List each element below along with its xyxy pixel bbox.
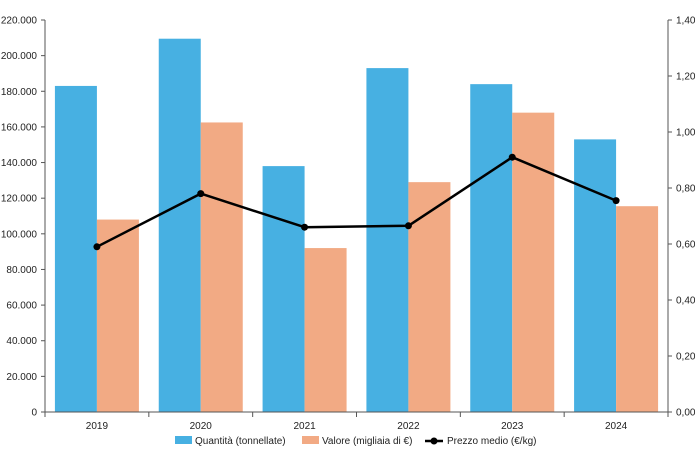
left-tick-label: 180.000 bbox=[1, 87, 38, 98]
right-tick-label: 1,00 bbox=[676, 128, 696, 139]
x-axis: 2019 2020 2021 2022 2023 2024 bbox=[44, 411, 669, 432]
left-tick-label: 40.000 bbox=[6, 336, 37, 347]
bar-valore-2022 bbox=[408, 182, 451, 412]
price-point-2024 bbox=[612, 197, 620, 205]
bar-valore-2020 bbox=[200, 122, 243, 413]
price-line bbox=[93, 153, 620, 251]
legend-label-prezzo: Prezzo medio (€/kg) bbox=[447, 436, 536, 447]
legend-marker-prezzo bbox=[430, 437, 438, 445]
price-point-2022 bbox=[404, 222, 412, 230]
left-tick-label: 0 bbox=[31, 408, 37, 419]
left-tick-label: 80.000 bbox=[6, 265, 37, 276]
left-tick-label: 160.000 bbox=[1, 122, 38, 133]
price-point-2019 bbox=[93, 243, 101, 251]
bar-quantita-2023 bbox=[470, 84, 513, 413]
bar-quantita-2024 bbox=[574, 139, 617, 412]
bar-valore-2023 bbox=[512, 112, 555, 413]
legend: Quantità (tonnellate) Valore (migliaia d… bbox=[175, 436, 536, 447]
right-tick-label: 0,60 bbox=[676, 240, 696, 251]
bar-valore-2021 bbox=[304, 248, 347, 412]
right-axis: 0,00 0,20 0,40 0,60 0,80 1,00 1,20 1,40 bbox=[667, 16, 696, 419]
right-tick-label: 0,00 bbox=[676, 408, 696, 419]
x-tick-label-2019: 2019 bbox=[86, 421, 109, 432]
right-tick-label: 0,20 bbox=[676, 352, 696, 363]
bar-quantita-2020 bbox=[158, 38, 201, 412]
left-tick-label: 120.000 bbox=[1, 194, 38, 205]
left-tick-label: 20.000 bbox=[6, 372, 37, 383]
right-tick-label: 0,40 bbox=[676, 296, 696, 307]
left-tick-label: 60.000 bbox=[6, 301, 37, 312]
left-tick-label: 200.000 bbox=[1, 51, 38, 62]
x-tick-label-2024: 2024 bbox=[605, 421, 628, 432]
price-point-2021 bbox=[301, 223, 309, 231]
x-tick-label-2023: 2023 bbox=[501, 421, 524, 432]
bar-quantita-2021 bbox=[262, 166, 305, 412]
right-tick-label: 1,40 bbox=[676, 16, 696, 27]
price-point-2020 bbox=[197, 190, 205, 198]
bars bbox=[54, 38, 659, 413]
bar-quantita-2019 bbox=[54, 85, 97, 412]
right-tick-label: 1,20 bbox=[676, 72, 696, 83]
x-tick-label-2022: 2022 bbox=[397, 421, 420, 432]
price-line-path bbox=[96, 155, 617, 248]
bar-valore-2019 bbox=[96, 219, 139, 412]
legend-label-quantita: Quantità (tonnellate) bbox=[195, 436, 286, 447]
x-tick-label-2020: 2020 bbox=[190, 421, 213, 432]
left-axis: 0 20.000 40.000 60.000 80.000 100.000 120.000 1… bbox=[1, 16, 46, 419]
left-tick-label: 220.000 bbox=[1, 16, 38, 27]
bar-valore-2024 bbox=[616, 206, 659, 412]
legend-swatch-quantita bbox=[175, 436, 192, 444]
legend-label-valore: Valore (migliaia di €) bbox=[322, 436, 412, 447]
right-tick-label: 0,80 bbox=[676, 184, 696, 195]
left-tick-label: 140.000 bbox=[1, 158, 38, 169]
legend-swatch-valore bbox=[302, 436, 319, 444]
bar-quantita-2022 bbox=[366, 68, 409, 412]
x-tick-label-2021: 2021 bbox=[293, 421, 316, 432]
left-tick-label: 100.000 bbox=[1, 229, 38, 240]
price-point-2023 bbox=[508, 153, 516, 161]
